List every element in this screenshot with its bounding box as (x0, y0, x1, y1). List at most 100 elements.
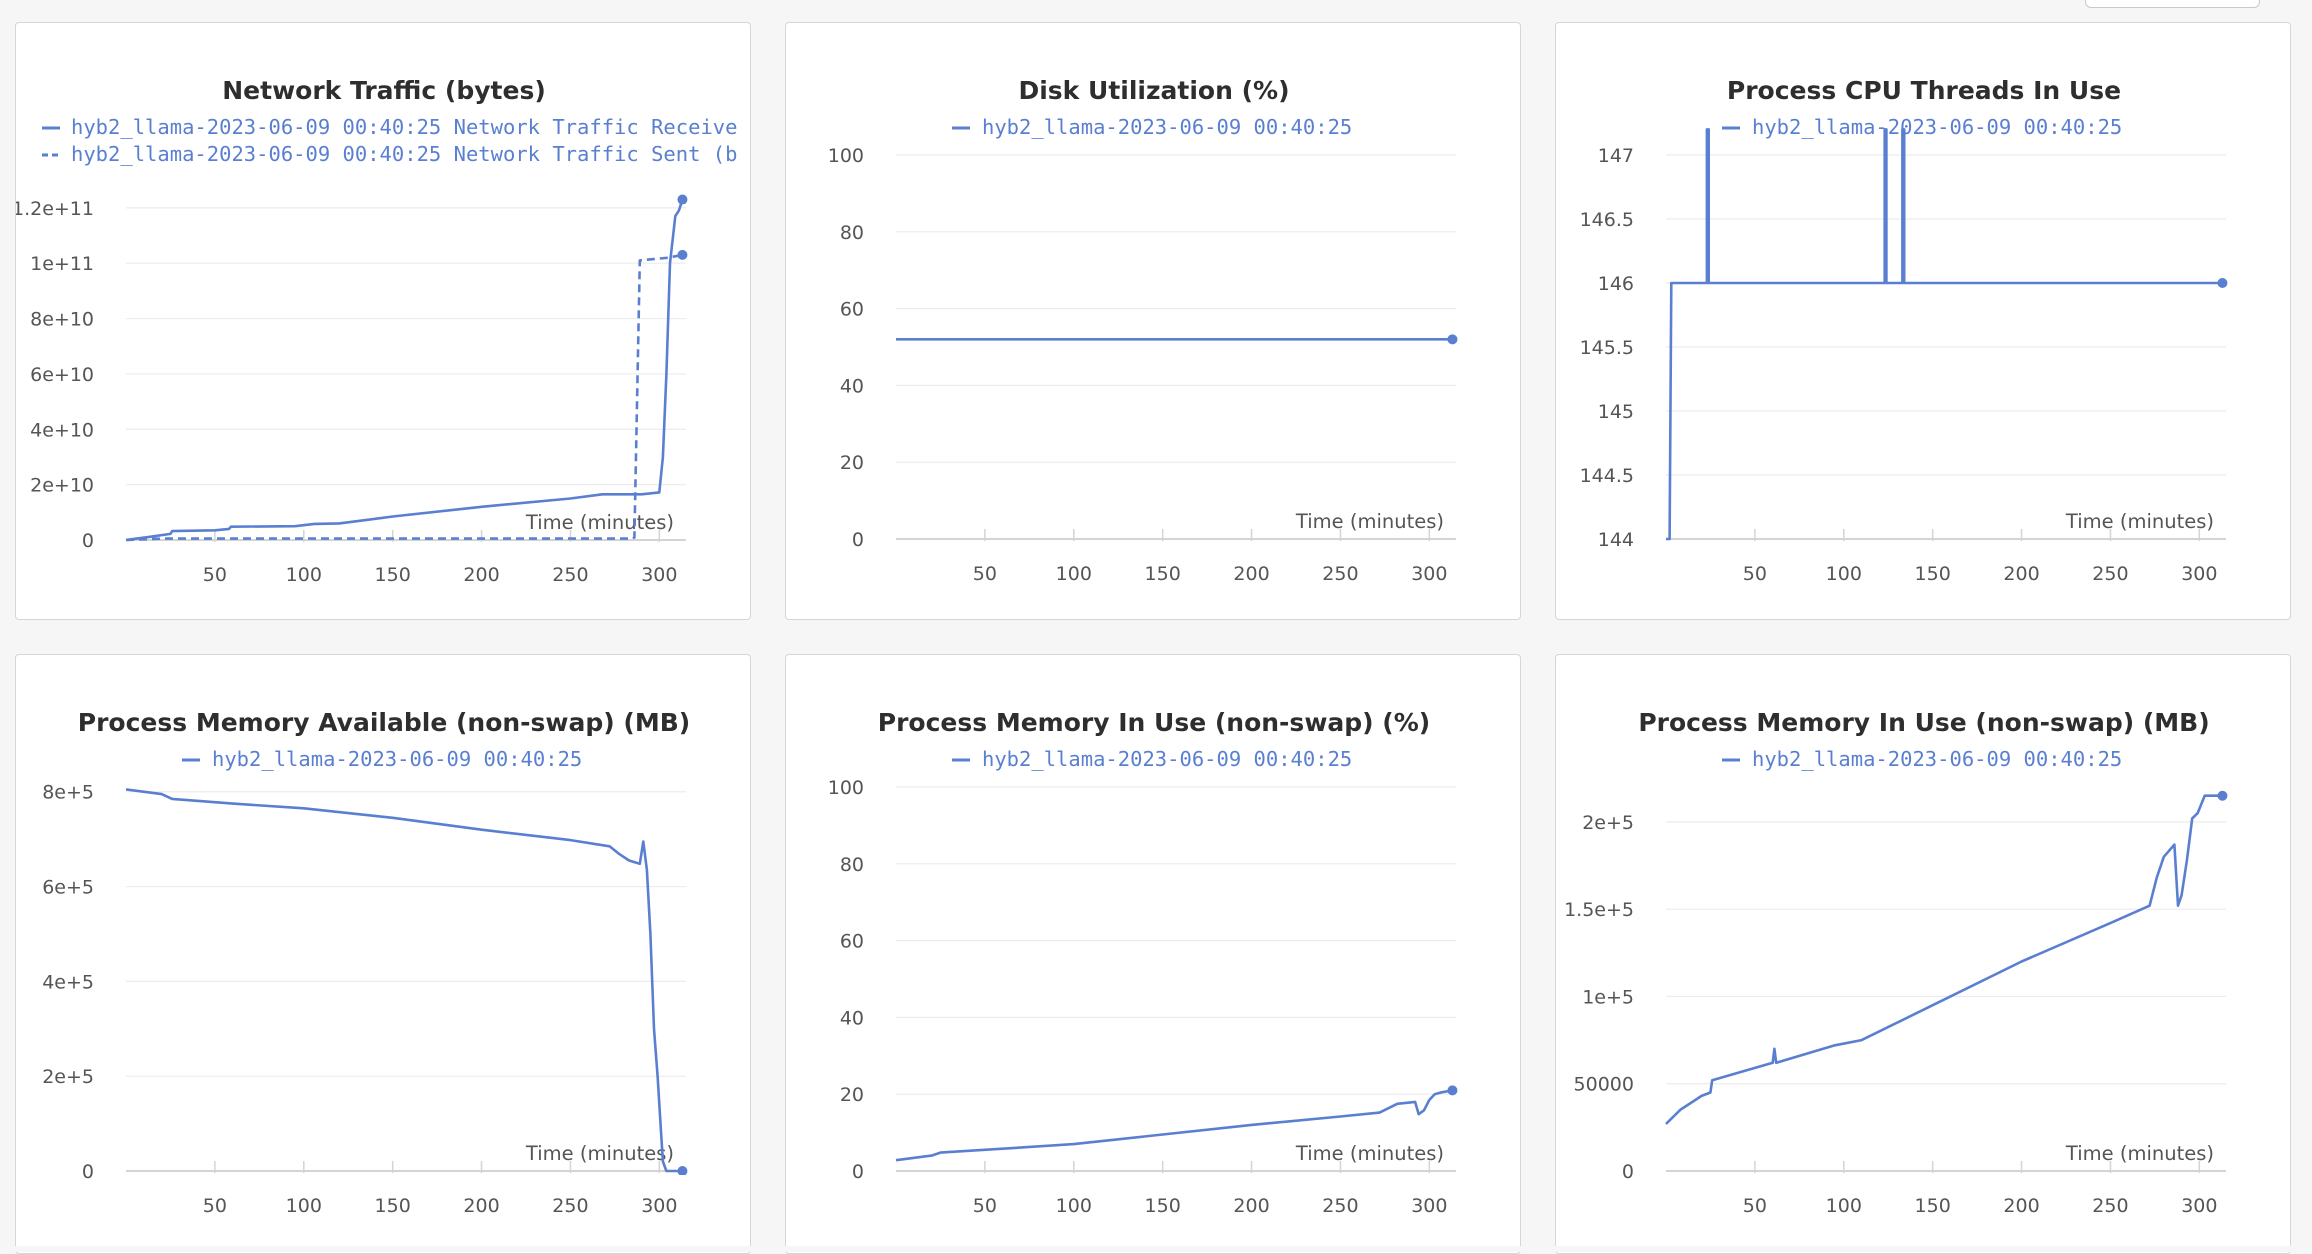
series-end-point (677, 1166, 688, 1175)
y-tick-label: 1e+5 (1582, 986, 1634, 1008)
x-tick-label: 250 (2092, 563, 2128, 585)
y-tick-label: 0 (852, 529, 864, 551)
x-tick-label: 150 (375, 564, 411, 586)
y-tick-label: 144.5 (1580, 465, 1634, 487)
x-tick-label: 250 (1322, 1195, 1358, 1217)
y-tick-label: 100 (828, 777, 864, 799)
x-tick-label: 50 (203, 564, 227, 586)
x-tick-label: 250 (2092, 1195, 2128, 1217)
y-tick-label: 145.5 (1580, 337, 1634, 359)
y-tick-label: 1.5e+5 (1564, 899, 1634, 921)
chart-panel-network-traffic: Network Traffic (bytes) hyb2_llama-2023-0… (15, 22, 751, 620)
y-tick-label: 6e+5 (42, 877, 94, 899)
series-group (125, 194, 688, 542)
legend-label: hyb2_llama-2023-06-09 00:40:25 (1752, 747, 2122, 771)
y-tick-label: 146.5 (1580, 209, 1634, 231)
y-tick-label: 4e+5 (42, 971, 94, 993)
legend-label: hyb2_llama-2023-06-09 00:40:25 Network T… (71, 142, 737, 166)
legend-label: hyb2_llama-2023-06-09 00:40:25 (1752, 115, 2122, 139)
y-tick-label: 0 (852, 1161, 864, 1183)
series-line (895, 1089, 1453, 1162)
y-tick-label: 60 (840, 931, 864, 953)
y-tick-label: 4e+10 (30, 419, 94, 441)
x-tick-label: 200 (463, 1195, 499, 1217)
x-tick-label: 150 (375, 1195, 411, 1217)
series-group (896, 334, 1458, 345)
chart-panel-memory-in-use-mb: Process Memory In Use (non-swap) (MB) hyb… (1555, 654, 2291, 1254)
y-tick-label: 0 (82, 1161, 94, 1183)
y-tick-label: 2e+10 (30, 475, 94, 497)
x-axis-label: Time (minutes) (2065, 1142, 2214, 1165)
x-tick-label: 250 (1322, 563, 1358, 585)
y-tick-label: 40 (840, 1007, 864, 1029)
legend-label: hyb2_llama-2023-06-09 00:40:25 (212, 747, 582, 771)
y-tick-label: 8e+5 (42, 782, 94, 804)
chart-svg: Process Memory In Use (non-swap) (MB) hyb… (1564, 708, 2228, 1217)
series-group (1665, 790, 2228, 1125)
y-tick-label: 0 (82, 530, 94, 552)
x-tick-label: 300 (1411, 563, 1447, 585)
y-tick-label: 0 (1622, 1161, 1634, 1183)
chart-panel-cpu-threads: Process CPU Threads In Use hyb2_llama-202… (1555, 22, 2291, 620)
x-tick-label: 100 (1826, 563, 1862, 585)
viewport-bottom-edge (0, 1246, 2312, 1252)
x-tick-label: 200 (2003, 1195, 2039, 1217)
x-axis-label: Time (minutes) (1295, 1142, 1444, 1165)
x-axis-label: Time (minutes) (1295, 510, 1444, 533)
series-line (125, 199, 684, 542)
x-tick-label: 100 (1056, 1195, 1092, 1217)
series-line (1666, 128, 2223, 541)
x-tick-label: 300 (1411, 1195, 1447, 1217)
y-tick-label: 8e+10 (30, 309, 94, 331)
x-axis-label: Time (minutes) (2065, 510, 2214, 533)
series-end-point (1447, 1085, 1458, 1096)
legend-label: hyb2_llama-2023-06-09 00:40:25 (982, 115, 1352, 139)
series-end-point (2217, 278, 2228, 288)
x-tick-label: 150 (1915, 563, 1951, 585)
y-tick-label: 6e+10 (30, 364, 94, 386)
x-tick-label: 300 (2181, 563, 2217, 585)
x-tick-label: 50 (973, 1195, 997, 1217)
x-axis-label: Time (minutes) (525, 511, 674, 534)
chart-title: Process CPU Threads In Use (1727, 76, 2121, 105)
chart-title: Process Memory Available (non-swap) (MB) (78, 708, 690, 737)
x-tick-label: 250 (552, 1195, 588, 1217)
x-tick-label: 150 (1915, 1195, 1951, 1217)
chart-svg: Process Memory In Use (non-swap) (%) hyb2… (828, 708, 1458, 1217)
x-tick-label: 300 (641, 1195, 677, 1217)
series-line (1665, 794, 2223, 1125)
legend-label: hyb2_llama-2023-06-09 00:40:25 (982, 747, 1352, 771)
y-tick-label: 60 (840, 299, 864, 321)
chart-svg: Process CPU Threads In Use hyb2_llama-202… (1580, 76, 2228, 585)
y-tick-label: 147 (1598, 145, 1634, 167)
x-tick-label: 50 (1743, 1195, 1767, 1217)
chart-svg: Network Traffic (bytes) hyb2_llama-2023-0… (16, 76, 737, 586)
chart-svg: Process Memory Available (non-swap) (MB)… (42, 708, 690, 1217)
top-right-button[interactable] (2085, 0, 2260, 8)
series-end-point (2217, 790, 2228, 801)
y-tick-label: 1e+11 (30, 253, 94, 275)
x-tick-label: 50 (203, 1195, 227, 1217)
y-tick-label: 2e+5 (42, 1066, 94, 1088)
y-tick-label: 100 (828, 145, 864, 167)
series-group (1666, 128, 2228, 541)
y-tick-label: 80 (840, 854, 864, 876)
x-tick-label: 250 (552, 564, 588, 586)
series-line (125, 253, 683, 542)
y-tick-label: 1.2e+11 (16, 198, 94, 220)
legend-label: hyb2_llama-2023-06-09 00:40:25 Network T… (71, 115, 737, 139)
series-group (895, 1085, 1458, 1162)
x-tick-label: 100 (1826, 1195, 1862, 1217)
x-axis-label: Time (minutes) (525, 1142, 674, 1165)
y-tick-label: 146 (1598, 273, 1634, 295)
chart-panel-memory-available-mb: Process Memory Available (non-swap) (MB)… (15, 654, 751, 1254)
y-tick-label: 50000 (1574, 1074, 1634, 1096)
chart-panel-memory-in-use-pct: Process Memory In Use (non-swap) (%) hyb2… (785, 654, 1521, 1254)
chart-panel-disk-utilization: Disk Utilization (%) hyb2_llama-2023-06-0… (785, 22, 1521, 620)
series-end-point (1447, 334, 1458, 345)
x-tick-label: 50 (1743, 563, 1767, 585)
y-tick-label: 20 (840, 1084, 864, 1106)
y-tick-label: 145 (1598, 401, 1634, 423)
chart-title: Process Memory In Use (non-swap) (MB) (1638, 708, 2209, 737)
x-tick-label: 100 (286, 1195, 322, 1217)
